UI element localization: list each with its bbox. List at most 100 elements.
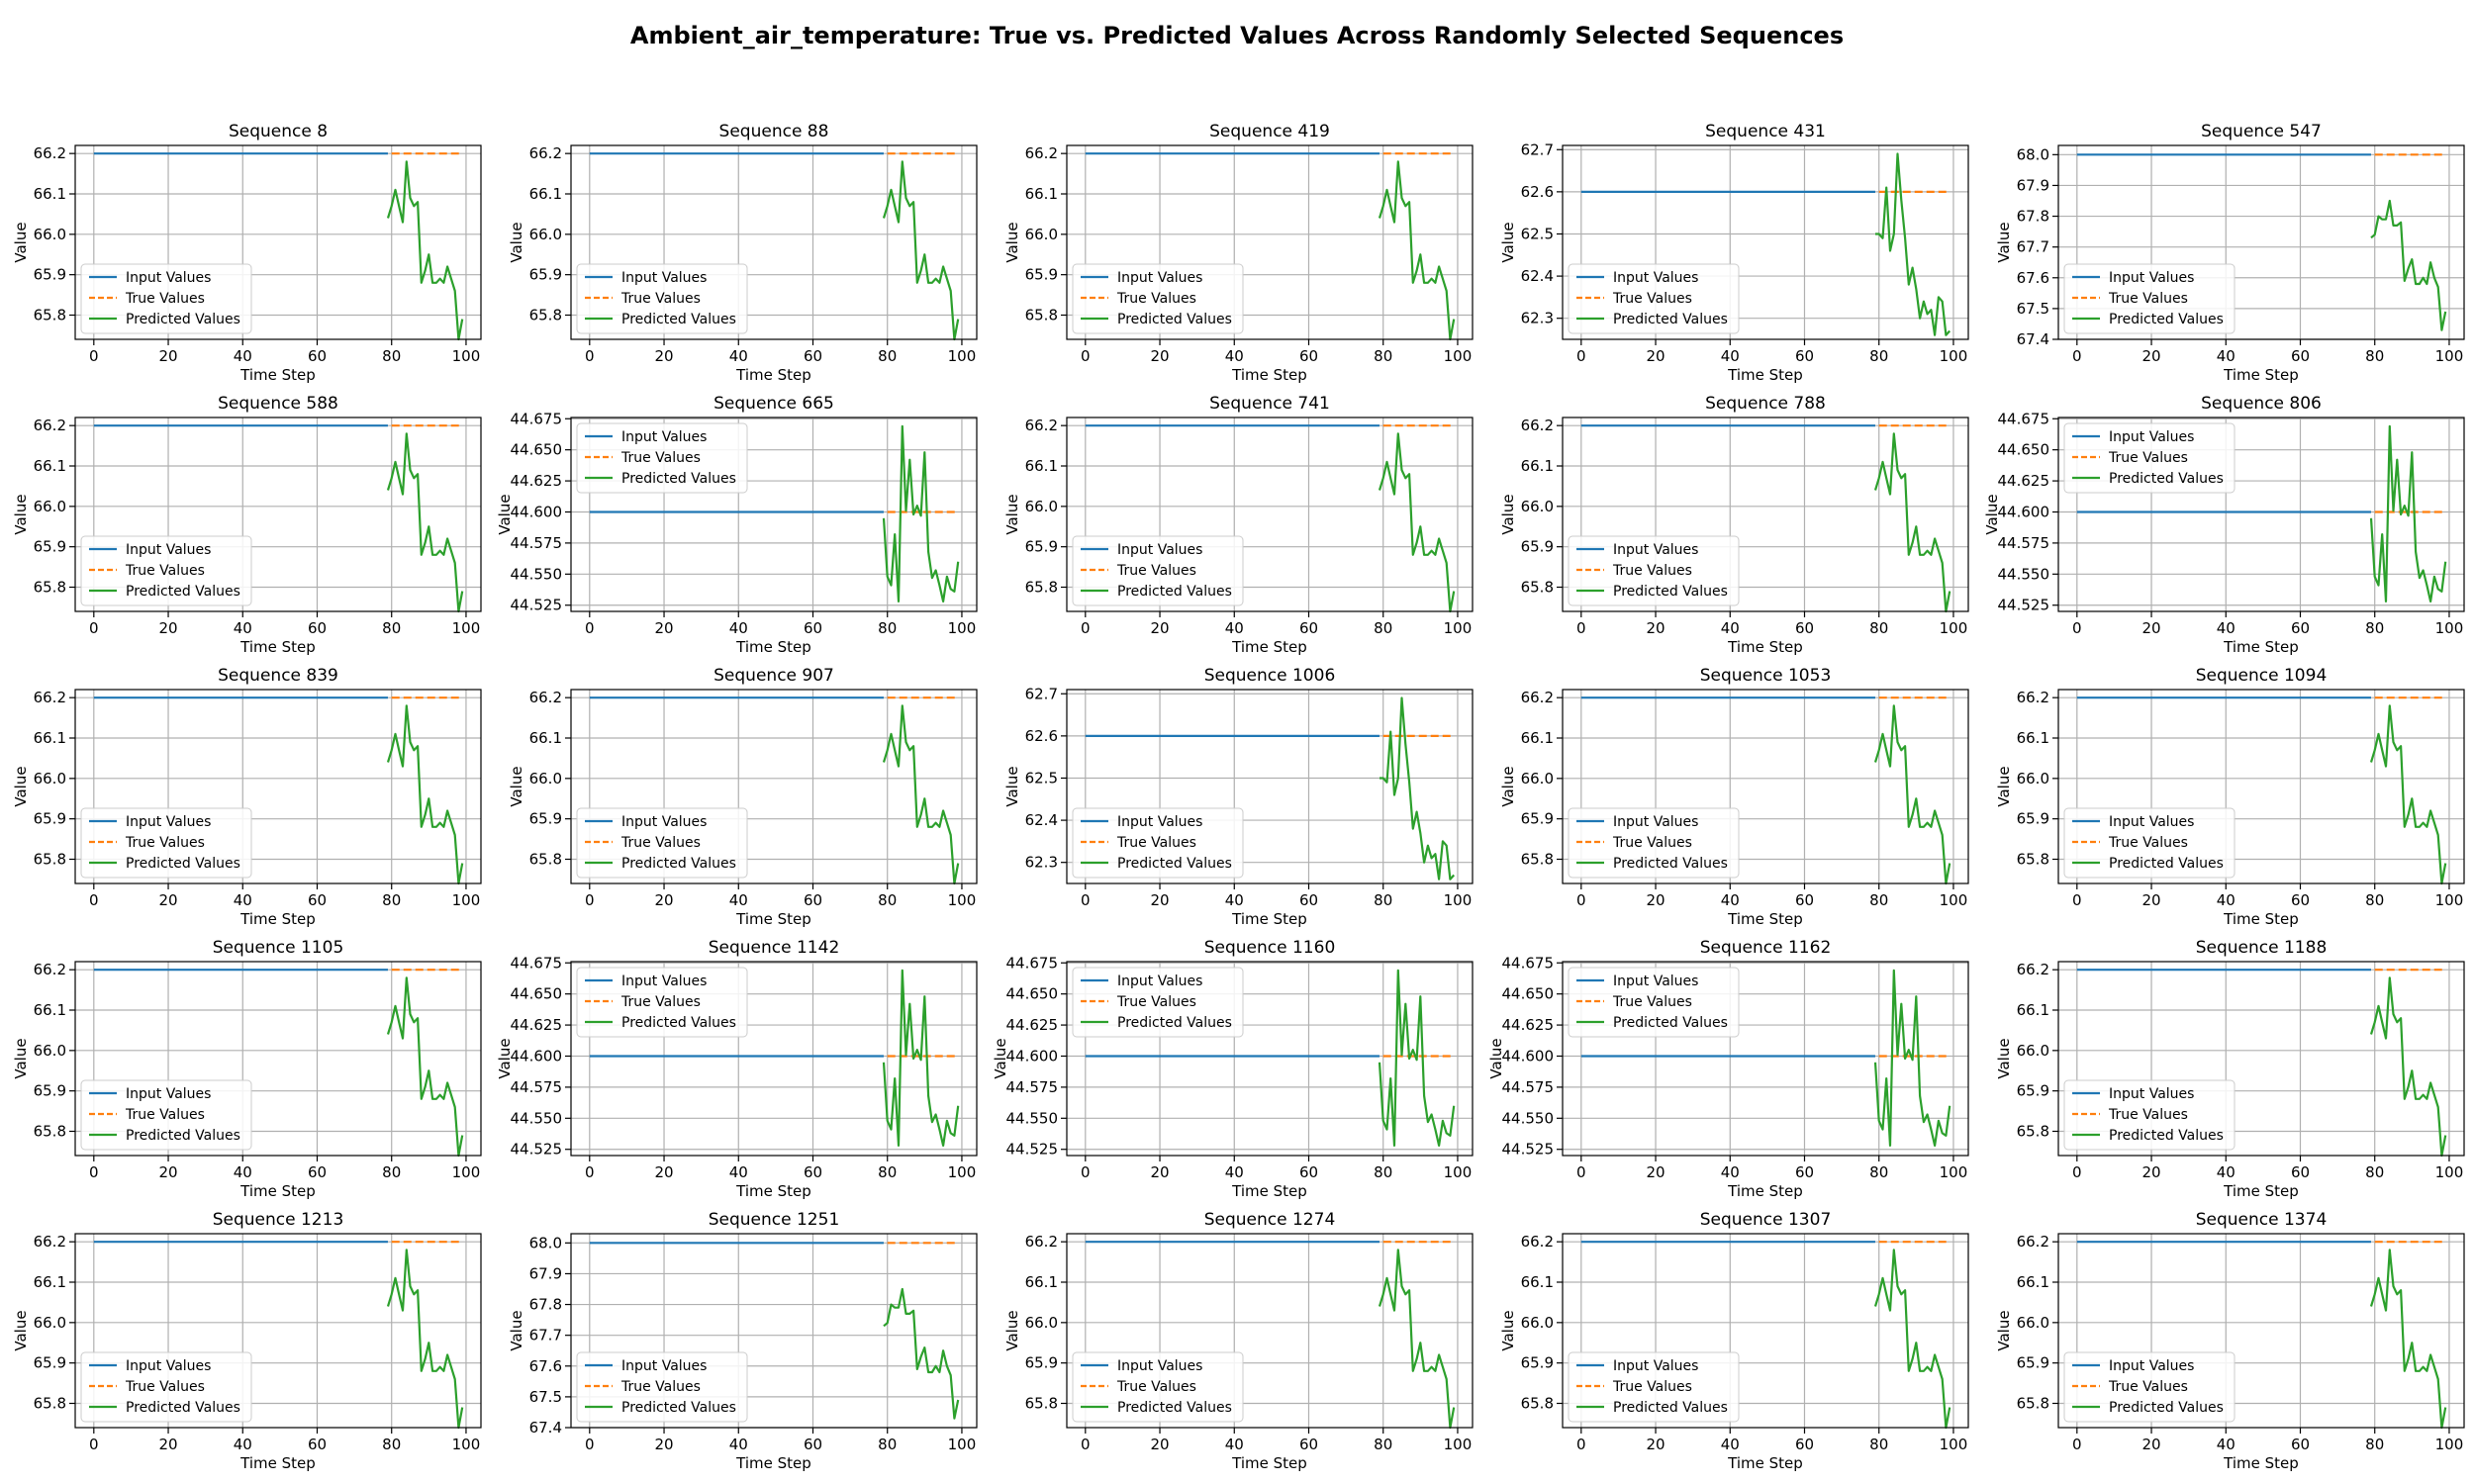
subplot-title: Sequence 1162 xyxy=(1700,938,1832,958)
legend: Input Values True Values Predicted Values xyxy=(1568,967,1740,1038)
axes-frame xyxy=(74,689,482,884)
legend-label: Input Values xyxy=(2109,429,2194,445)
y-tick-label: 65.9 xyxy=(34,1354,66,1372)
legend-box xyxy=(1072,967,1244,1038)
legend-label: Predicted Values xyxy=(1117,856,1232,872)
y-tick-label: 66.2 xyxy=(34,961,66,978)
x-tick-label: 80 xyxy=(878,891,897,909)
y-tick-label: 67.8 xyxy=(2017,208,2049,226)
predicted-values-line xyxy=(1378,1249,1456,1430)
x-tick-label: 20 xyxy=(158,347,177,365)
legend-label: True Values xyxy=(125,291,205,307)
y-tick-label: 66.2 xyxy=(1025,417,1058,434)
legend-label: Input Values xyxy=(1117,542,1202,558)
x-tick-label: 20 xyxy=(654,347,673,365)
x-tick-label: 60 xyxy=(2291,1436,2310,1453)
legend-label: Predicted Values xyxy=(1117,1015,1232,1031)
y-tick-label: 66.1 xyxy=(34,457,66,475)
x-axis-label: Time Step xyxy=(1727,366,1803,384)
subplot-title: Sequence 1053 xyxy=(1700,666,1832,686)
y-tick-label: 65.9 xyxy=(2017,810,2049,828)
y-tick-label: 65.8 xyxy=(34,307,66,325)
x-tick-label: 0 xyxy=(2072,891,2082,909)
y-tick-label: 62.5 xyxy=(1025,769,1058,787)
x-tick-label: 100 xyxy=(1940,1163,1968,1181)
y-tick-label: 67.5 xyxy=(2017,300,2049,318)
y-axis-label: Value xyxy=(1995,766,2013,806)
legend-label: True Values xyxy=(620,1379,701,1395)
y-tick-label: 65.8 xyxy=(1025,579,1058,597)
subplot-title: Sequence 431 xyxy=(1705,122,1826,141)
axes-frame xyxy=(2057,417,2465,612)
legend-label: Input Values xyxy=(2109,814,2194,830)
x-tick-label: 60 xyxy=(1795,891,1814,909)
x-tick-label: 0 xyxy=(585,347,595,365)
x-tick-label: 40 xyxy=(1225,347,1244,365)
y-tick-label: 44.650 xyxy=(1006,985,1059,1003)
y-tick-label: 44.575 xyxy=(511,534,563,552)
x-tick-label: 100 xyxy=(948,619,977,637)
x-tick-label: 0 xyxy=(2072,347,2082,365)
y-tick-label: 44.625 xyxy=(511,1016,563,1034)
y-tick-label: 44.550 xyxy=(1006,1109,1059,1127)
y-tick-label: 66.1 xyxy=(34,1273,66,1291)
predicted-values-line xyxy=(883,1287,960,1420)
axes-frame xyxy=(1066,144,1474,340)
subplot-title: Sequence 88 xyxy=(719,122,829,141)
axes-frame xyxy=(1562,144,1969,340)
legend-label: True Values xyxy=(620,450,701,466)
y-tick-label: 67.4 xyxy=(529,1419,562,1437)
legend-label: Predicted Values xyxy=(621,312,736,327)
legend: Input Values True Values Predicted Values xyxy=(1568,807,1740,879)
legend-label: Predicted Values xyxy=(621,856,736,872)
legend-label: Input Values xyxy=(1117,974,1202,989)
x-tick-label: 100 xyxy=(1444,619,1473,637)
y-tick-label: 62.7 xyxy=(1025,685,1058,702)
y-tick-label: 66.0 xyxy=(1025,1314,1058,1332)
axes-frame xyxy=(2057,1233,2465,1429)
subplot-title: Sequence 1307 xyxy=(1700,1210,1832,1230)
x-tick-label: 80 xyxy=(1869,619,1888,637)
x-tick-label: 100 xyxy=(1444,347,1473,365)
legend-label: Predicted Values xyxy=(2109,1128,2224,1144)
legend-label: True Values xyxy=(125,1107,205,1123)
subplot: 0 20 40 60 80 100 65.8 65.9 66.0 66.1 66.2 Sequence… xyxy=(508,666,978,928)
legend-box xyxy=(1568,263,1740,334)
legend-box xyxy=(1072,263,1244,334)
x-tick-label: 20 xyxy=(654,619,673,637)
x-tick-label: 100 xyxy=(1444,891,1473,909)
x-axis-label: Time Step xyxy=(2223,910,2299,928)
y-tick-label: 65.9 xyxy=(1025,538,1058,556)
legend-label: Predicted Values xyxy=(1117,312,1232,327)
y-tick-label: 66.1 xyxy=(2017,729,2049,747)
y-tick-label: 65.9 xyxy=(1025,1354,1058,1372)
y-tick-label: 44.525 xyxy=(511,597,563,614)
x-tick-label: 40 xyxy=(1721,347,1740,365)
x-tick-label: 60 xyxy=(2291,891,2310,909)
x-tick-label: 20 xyxy=(654,1436,673,1453)
subplot: 0 20 40 60 80 100 65.8 65.9 66.0 66.1 66.2 Sequence… xyxy=(1003,394,1474,656)
y-tick-label: 44.525 xyxy=(1006,1141,1059,1159)
legend: Input Values True Values Predicted Values xyxy=(576,263,748,334)
y-tick-label: 65.9 xyxy=(1025,266,1058,284)
axes-frame xyxy=(570,417,978,612)
x-tick-label: 40 xyxy=(2217,347,2236,365)
axes-frame xyxy=(74,961,482,1157)
x-tick-label: 40 xyxy=(2217,1436,2236,1453)
y-tick-label: 65.9 xyxy=(1521,810,1554,828)
y-tick-label: 66.1 xyxy=(529,185,562,203)
x-axis-label: Time Step xyxy=(1231,638,1307,656)
y-tick-label: 66.2 xyxy=(34,417,66,434)
x-tick-label: 40 xyxy=(234,1163,252,1181)
x-tick-label: 60 xyxy=(1299,619,1318,637)
y-tick-label: 67.9 xyxy=(529,1264,562,1282)
y-axis-label: Value xyxy=(12,1310,30,1350)
subplot: 0 20 40 60 80 100 44.525 44.550 44.575 44.600 44.6… xyxy=(496,938,978,1200)
x-tick-label: 20 xyxy=(654,1163,673,1181)
x-tick-label: 60 xyxy=(308,891,327,909)
legend: Input Values True Values Predicted Values xyxy=(2063,1351,2236,1423)
y-tick-label: 65.8 xyxy=(2017,1395,2049,1413)
legend-label: Input Values xyxy=(1117,814,1202,830)
x-tick-label: 0 xyxy=(1576,619,1586,637)
